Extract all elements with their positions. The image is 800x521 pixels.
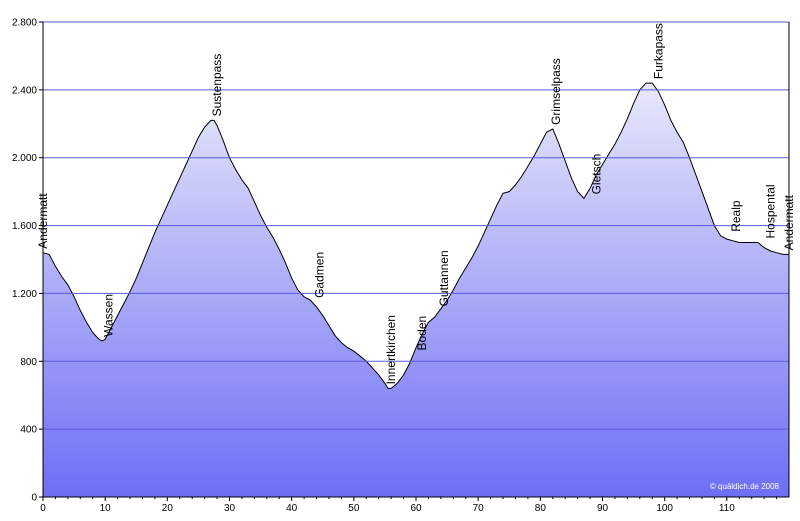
- elevation-area: [43, 83, 789, 497]
- place-annotation: Hospental: [763, 184, 777, 238]
- place-annotation: Boden: [415, 316, 429, 351]
- place-annotation: Gletsch: [589, 154, 603, 195]
- x-tick-label: 40: [286, 503, 298, 514]
- place-annotation: Innertkirchen: [384, 315, 398, 384]
- copyright-text: © quäldich.de 2008: [710, 482, 780, 491]
- x-tick-label: 0: [40, 503, 46, 514]
- x-tick-label: 10: [100, 503, 112, 514]
- y-tick-label: 2.800: [12, 18, 37, 29]
- x-tick-label: 30: [224, 503, 236, 514]
- place-annotation: Realp: [729, 200, 743, 232]
- x-tick-label: 70: [473, 503, 485, 514]
- x-tick-label: 20: [162, 503, 174, 514]
- x-tick-label: 100: [656, 503, 673, 514]
- x-tick-label: 90: [597, 503, 609, 514]
- y-tick-label: 400: [20, 425, 37, 436]
- elevation-line: [42, 82, 789, 389]
- place-annotation: Wassen: [101, 294, 115, 337]
- x-tick-label: 80: [535, 503, 547, 514]
- y-tick-label: 0: [31, 493, 37, 504]
- place-annotation: Grimselpass: [549, 58, 563, 125]
- x-tick-label: 60: [410, 503, 422, 514]
- place-annotation: Gadmen: [313, 252, 327, 298]
- place-annotation: Guttannen: [437, 250, 451, 306]
- x-tick-label: 50: [348, 503, 360, 514]
- x-tick-label: 110: [719, 503, 735, 514]
- place-annotation: Andermatt: [782, 194, 796, 250]
- place-annotation: Furkapass: [651, 23, 665, 79]
- y-tick-label: 1.200: [12, 289, 37, 300]
- place-annotation: Andermatt: [36, 193, 50, 249]
- place-annotation: Sustenpass: [210, 54, 224, 117]
- y-tick-label: 2.000: [12, 153, 37, 164]
- y-tick-label: 1.600: [12, 221, 37, 232]
- y-tick-label: 2.400: [12, 85, 37, 96]
- y-tick-label: 800: [20, 357, 37, 368]
